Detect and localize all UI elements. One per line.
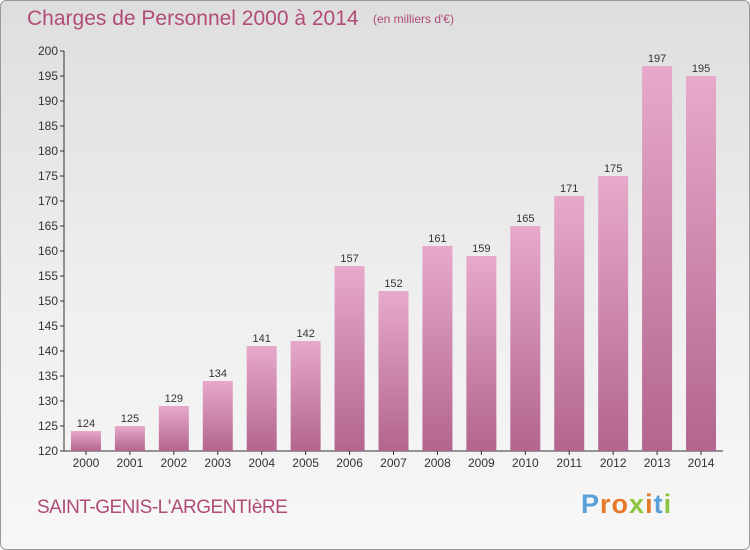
bar-value-label: 157: [340, 253, 358, 265]
y-tick-label: 150: [38, 294, 58, 308]
bar-value-label: 142: [296, 328, 314, 340]
bar-value-label: 197: [648, 53, 666, 65]
x-tick-label: 2014: [688, 456, 715, 470]
bar[interactable]: [598, 176, 629, 451]
bar[interactable]: [246, 346, 277, 451]
chart-title: Charges de Personnel 2000 à 2014: [27, 7, 359, 30]
bar[interactable]: [70, 431, 101, 451]
x-tick-label: 2000: [73, 456, 100, 470]
bar[interactable]: [158, 406, 189, 451]
bar-value-label: 161: [428, 233, 446, 245]
x-tick-label: 2009: [468, 456, 495, 470]
bar-value-label: 195: [692, 63, 710, 75]
bar-value-label: 165: [516, 213, 534, 225]
y-tick-label: 190: [38, 94, 58, 108]
x-tick-label: 2013: [644, 456, 671, 470]
bar-value-label: 129: [165, 393, 183, 405]
y-tick-label: 120: [38, 444, 58, 458]
bar[interactable]: [378, 291, 409, 451]
bar[interactable]: [466, 256, 497, 451]
logo-letter: x: [629, 489, 646, 519]
bar-value-label: 175: [604, 163, 622, 175]
commune-name: SAINT-GENIS-L'ARGENTIèRE: [37, 497, 288, 518]
bar-value-label: 171: [560, 183, 578, 195]
y-tick-label: 155: [38, 269, 58, 283]
y-tick-label: 200: [38, 44, 58, 58]
y-tick-label: 160: [38, 244, 58, 258]
x-tick-label: 2012: [600, 456, 627, 470]
y-tick-label: 170: [38, 194, 58, 208]
bar[interactable]: [642, 66, 673, 451]
y-tick-label: 165: [38, 219, 58, 233]
bar[interactable]: [422, 246, 453, 451]
x-tick-label: 2005: [292, 456, 319, 470]
logo-letter: i: [645, 489, 654, 519]
x-tick-label: 2011: [556, 456, 582, 470]
bar[interactable]: [510, 226, 541, 451]
x-tick-label: 2003: [204, 456, 231, 470]
y-tick-label: 130: [38, 394, 58, 408]
bar-value-label: 152: [384, 278, 402, 290]
logo-letter: t: [653, 489, 664, 519]
x-tick-label: 2002: [160, 456, 187, 470]
x-tick-label: 2010: [512, 456, 539, 470]
y-tick-label: 125: [38, 419, 58, 433]
bar-value-label: 125: [121, 413, 139, 425]
x-tick-label: 2008: [424, 456, 451, 470]
bar[interactable]: [114, 426, 145, 451]
bar[interactable]: [202, 381, 233, 451]
chart-subtitle: (en milliers d'€): [373, 12, 454, 26]
bar-value-label: 124: [77, 418, 95, 430]
bar[interactable]: [290, 341, 321, 451]
logo-letter: i: [663, 489, 673, 519]
logo-letter: P: [581, 489, 601, 519]
x-tick-label: 2006: [336, 456, 363, 470]
y-tick-label: 140: [38, 344, 58, 358]
bar[interactable]: [554, 196, 585, 451]
logo-letter: r: [600, 489, 612, 519]
y-tick-label: 195: [38, 69, 58, 83]
x-tick-label: 2001: [117, 456, 144, 470]
bar[interactable]: [686, 76, 717, 451]
proxiti-logo[interactable]: Proxiti: [581, 489, 672, 520]
y-tick-label: 175: [38, 169, 58, 183]
x-tick-label: 2007: [380, 456, 407, 470]
y-tick-label: 185: [38, 119, 58, 133]
bar-value-label: 134: [209, 368, 227, 380]
bar-value-label: 141: [253, 333, 271, 345]
logo-letter: o: [611, 489, 630, 519]
x-tick-label: 2004: [248, 456, 275, 470]
y-tick-label: 180: [38, 144, 58, 158]
bar-value-label: 159: [472, 243, 490, 255]
bar[interactable]: [334, 266, 365, 451]
y-tick-label: 145: [38, 319, 58, 333]
y-tick-label: 135: [38, 369, 58, 383]
